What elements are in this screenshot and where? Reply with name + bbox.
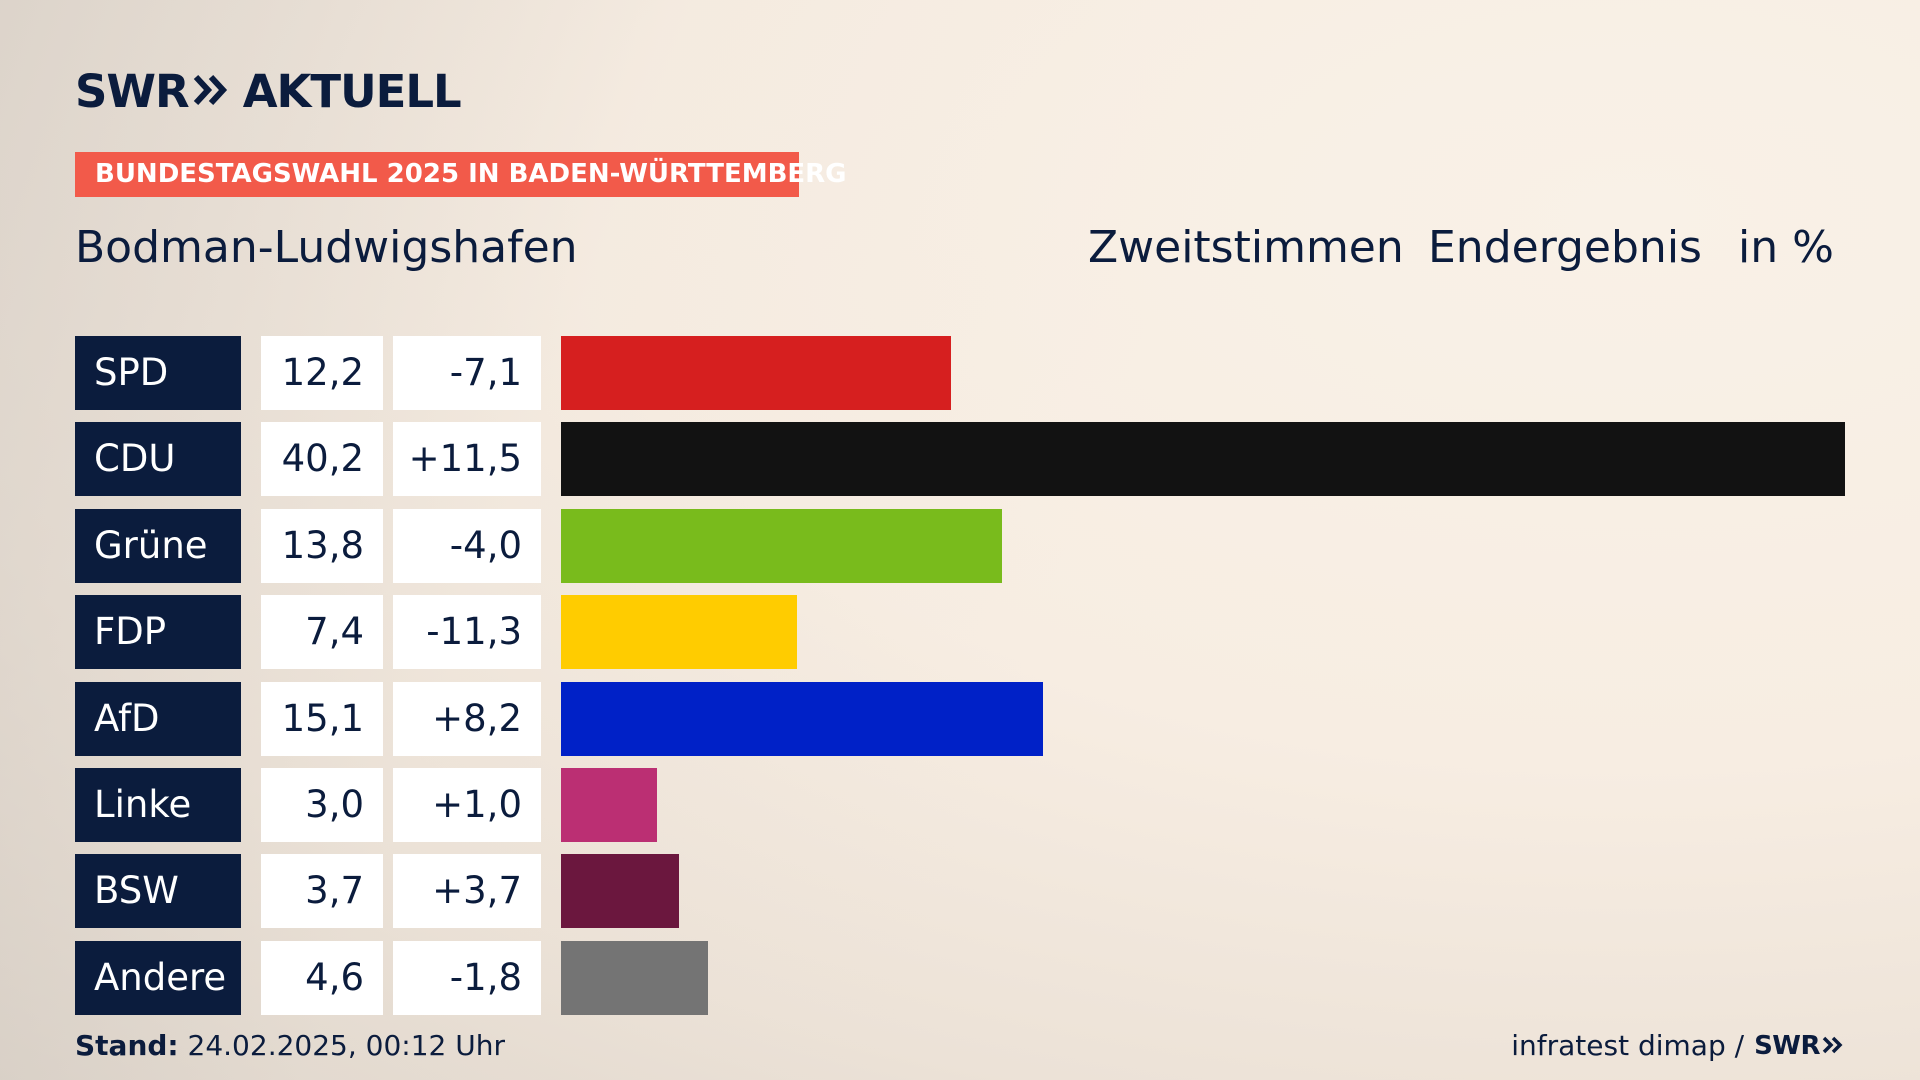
vote-share-change: +1,0 [393,768,541,842]
party-label: SPD [75,336,241,410]
party-label: CDU [75,422,241,497]
logo-aktuell-text: AKTUELL [242,65,462,118]
party-label: AfD [75,681,241,756]
vote-share-change: -4,0 [393,508,541,583]
vote-share-value: 3,0 [261,768,383,842]
vote-share-change: +3,7 [393,854,541,929]
result-bar [561,681,1044,756]
vote-share-change: -1,8 [393,940,541,1015]
logo-swr-text: SWR [75,65,190,118]
votes-type-label: Zweitstimmen [1088,222,1404,273]
party-label: FDP [75,595,241,670]
party-label: Andere [75,940,241,1015]
vote-share-change: +11,5 [393,422,541,497]
stand-value: 24.02.2025, 00:12 Uhr [187,1029,505,1062]
result-row: CDU 40,2 +11,5 [75,422,1845,497]
result-row: BSW 3,7 +3,7 [75,854,1845,929]
double-chevron-right-icon [193,73,229,111]
vote-share-change: -11,3 [393,595,541,670]
party-label: BSW [75,854,241,929]
election-banner: BUNDESTAGSWAHL 2025 IN BADEN-WÜRTTEMBERG [75,152,847,197]
vote-share-value: 4,6 [261,940,383,1015]
vote-share-value: 40,2 [261,422,383,497]
party-label: Grüne [75,508,241,583]
result-row: SPD 12,2 -7,1 [75,336,1845,410]
source-text: infratest dimap / [1511,1029,1745,1062]
result-row: Andere 4,6 -1,8 [75,940,1845,1015]
source-credit: infratest dimap / SWR [1511,1028,1844,1064]
result-bar [561,595,798,670]
banner-text: BUNDESTAGSWAHL 2025 IN BADEN-WÜRTTEMBERG [95,159,847,189]
result-status-label: Endergebnis [1428,222,1702,273]
vote-share-change: +8,2 [393,681,541,756]
stand-label: Stand: [75,1029,179,1062]
result-bar [561,508,1002,583]
double-chevron-right-icon [1822,1028,1844,1064]
unit-label: in % [1738,222,1834,273]
timestamp: Stand: 24.02.2025, 00:12 Uhr [75,1028,505,1064]
result-bar [561,422,1845,497]
vote-share-value: 13,8 [261,508,383,583]
party-label: Linke [75,768,241,842]
vote-share-value: 7,4 [261,595,383,670]
swr-aktuell-logo: SWR AKTUELL [75,65,462,118]
vote-share-value: 15,1 [261,681,383,756]
result-bar [561,940,708,1015]
footer-swr-text: SWR [1754,1031,1820,1061]
result-row: AfD 15,1 +8,2 [75,681,1845,756]
result-row: FDP 7,4 -11,3 [75,595,1845,670]
location-title: Bodman-Ludwigshafen [75,222,578,273]
vote-share-change: -7,1 [393,336,541,410]
result-bar [561,768,657,842]
vote-share-value: 12,2 [261,336,383,410]
result-row: Grüne 13,8 -4,0 [75,508,1845,583]
result-bar [561,336,951,410]
result-row: Linke 3,0 +1,0 [75,768,1845,842]
vote-share-value: 3,7 [261,854,383,929]
result-bar [561,854,680,929]
